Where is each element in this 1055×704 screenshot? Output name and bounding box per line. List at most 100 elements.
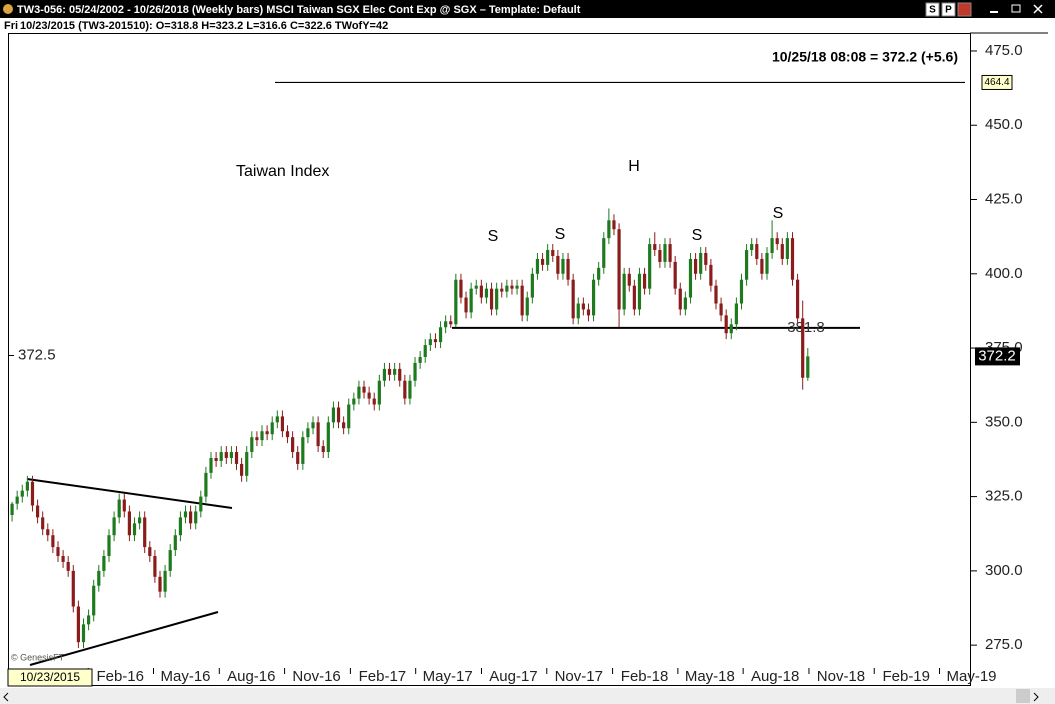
candle-body: [663, 244, 667, 262]
price-tag-label: 464.4: [984, 77, 1009, 88]
candle-body: [576, 303, 580, 319]
candle-body: [158, 576, 162, 592]
x-tick-label: May-19: [947, 668, 997, 685]
last-price-tag: [975, 347, 1020, 366]
candle-body: [173, 535, 177, 551]
candle-body: [265, 431, 269, 435]
candle-body: [413, 362, 417, 381]
y-tick-label: 450.0: [985, 116, 1023, 133]
close[interactable]: [1033, 4, 1043, 14]
candle-body: [137, 517, 142, 524]
button-label[interactable]: P: [945, 5, 952, 16]
candle-body: [418, 356, 422, 363]
candle-body: [760, 258, 764, 274]
candle-body: [556, 255, 560, 274]
x-tick-label: May-16: [160, 668, 210, 685]
candle-body: [199, 496, 203, 512]
candle-body: [495, 288, 499, 310]
x-tick-label: Feb-19: [882, 668, 930, 685]
candle-body: [316, 422, 320, 447]
button[interactable]: [941, 2, 956, 17]
y-tick-label: 275.0: [985, 636, 1023, 653]
candle-body: [454, 279, 458, 325]
button[interactable]: [957, 2, 972, 17]
quote: 10/25/18 08:08 = 372.2 (+5.6): [772, 49, 958, 65]
candle-body: [393, 368, 397, 375]
restore[interactable]: [1011, 4, 1021, 13]
candle-body: [551, 250, 555, 256]
pattern-label: S: [692, 227, 703, 244]
trend-line: [26, 478, 233, 509]
candle-body: [668, 244, 672, 262]
candle-body: [224, 452, 228, 458]
candle-body: [801, 318, 805, 378]
x-tick-label: Feb-17: [359, 668, 407, 685]
candle-body: [107, 535, 111, 557]
candle-body: [326, 422, 330, 453]
candle-body: [678, 288, 682, 310]
candle-body: [214, 457, 218, 461]
scrollbar[interactable]: [0, 688, 1055, 704]
title-bar: [0, 0, 1055, 18]
scroll-thumb[interactable]: [1016, 689, 1030, 703]
candle-body: [704, 252, 708, 265]
scroll-right[interactable]: [1033, 692, 1039, 702]
candle-body: [331, 407, 336, 423]
candle-body: [479, 285, 483, 298]
candle-body: [469, 288, 473, 313]
candle-body: [724, 315, 728, 334]
candle-body: [520, 285, 524, 316]
candle-body: [622, 273, 626, 310]
candle-body: [648, 244, 652, 289]
cursor-date: 10/23/2015: [20, 670, 80, 684]
candle-body: [729, 324, 733, 334]
copyright: © GenesisFT: [11, 652, 65, 662]
y-tick-label: 475.0: [985, 42, 1023, 59]
candle-body: [86, 615, 91, 625]
candle-body: [76, 606, 80, 643]
candle-body: [240, 463, 244, 476]
candle-body: [321, 446, 325, 453]
candle-body: [357, 386, 361, 399]
candle-body: [362, 386, 366, 393]
candle-body: [673, 261, 677, 289]
candle-body: [382, 368, 387, 381]
candle-body: [301, 437, 305, 464]
button-label[interactable]: S: [929, 5, 936, 16]
candle-body: [30, 481, 35, 506]
candle-body: [20, 490, 24, 497]
y-tick-label: 300.0: [985, 562, 1023, 579]
candle-body: [117, 499, 121, 518]
candle-body: [709, 264, 713, 286]
button[interactable]: [925, 2, 940, 17]
candle-body: [586, 309, 591, 316]
x-tick-label: Feb-18: [621, 668, 669, 685]
info-day: Fri: [4, 20, 18, 32]
candle-body: [336, 407, 341, 423]
candle-body: [255, 437, 259, 441]
y-tick-label: 400.0: [985, 265, 1023, 282]
pattern-label: H: [628, 158, 640, 175]
candle-body: [775, 238, 779, 245]
y-tick-label: 325.0: [985, 488, 1023, 505]
candle-body: [714, 285, 718, 304]
candle-body: [189, 511, 193, 524]
candle-body: [699, 252, 703, 274]
candle-body: [750, 244, 754, 251]
candle-body: [306, 428, 310, 438]
candle-body: [632, 285, 636, 310]
candle-body: [296, 452, 300, 464]
candle-body: [71, 570, 75, 607]
candle-body: [581, 303, 585, 310]
candle-body: [449, 321, 453, 325]
candle-body: [438, 327, 443, 343]
scroll-left[interactable]: [3, 692, 9, 702]
candle-body: [428, 339, 432, 346]
candle-body: [352, 398, 356, 405]
candle-body: [61, 556, 65, 562]
candle-body: [795, 279, 800, 319]
candle-body: [234, 452, 239, 464]
candle-body: [204, 472, 208, 497]
candle-body: [464, 297, 468, 313]
